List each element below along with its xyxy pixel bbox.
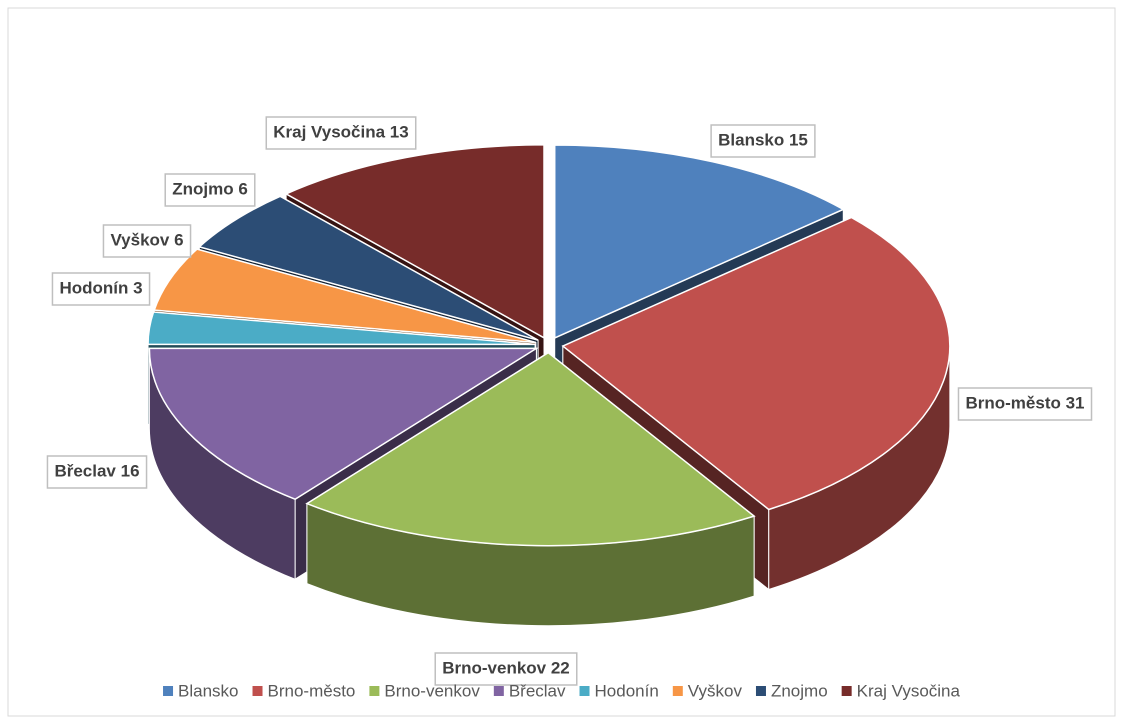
label-box bbox=[434, 652, 578, 686]
label-box bbox=[164, 173, 256, 207]
pie-slice bbox=[147, 311, 536, 346]
legend-label: Brno-město bbox=[268, 681, 356, 700]
pie-slice bbox=[197, 195, 539, 341]
label-box bbox=[46, 455, 148, 489]
legend-label: Blansko bbox=[178, 681, 238, 700]
slice-tops bbox=[147, 144, 951, 547]
data-label: Vyškov 6 bbox=[102, 224, 192, 258]
legend-label: Vyškov bbox=[688, 681, 743, 700]
label-box bbox=[265, 116, 417, 150]
label-text: Znojmo 6 bbox=[172, 179, 248, 198]
pie-slice bbox=[553, 144, 845, 340]
data-label: Břeclav 16 bbox=[46, 455, 148, 489]
label-text: Blansko 15 bbox=[718, 130, 808, 149]
data-label: Brno-venkov 22 bbox=[434, 652, 578, 686]
legend-label: Břeclav bbox=[509, 681, 566, 700]
legend-label: Hodonín bbox=[595, 681, 659, 700]
legend-swatch bbox=[252, 686, 263, 696]
pie-slice bbox=[561, 216, 951, 511]
legend-swatch bbox=[672, 686, 683, 696]
label-text: Vyškov 6 bbox=[110, 230, 183, 249]
label-box bbox=[710, 124, 816, 158]
pie-slice bbox=[305, 351, 756, 547]
legend: Blansko Brno-město Brno-venkov Břeclav Hodon… bbox=[163, 681, 961, 700]
pie-slice bbox=[284, 144, 545, 340]
data-label: Brno-město 31 bbox=[957, 387, 1093, 421]
label-text: Kraj Vysočina 13 bbox=[273, 122, 408, 141]
legend-label: Brno-venkov bbox=[384, 681, 480, 700]
data-label: Blansko 15 bbox=[710, 124, 816, 158]
data-label: Hodonín 3 bbox=[51, 272, 151, 306]
legend-swatch bbox=[841, 686, 852, 696]
label-text: Brno-město 31 bbox=[965, 393, 1084, 412]
legend-label: Kraj Vysočina bbox=[857, 681, 961, 700]
legend-swatch bbox=[163, 686, 174, 696]
pie-slice bbox=[148, 347, 539, 501]
label-text: Břeclav 16 bbox=[54, 461, 139, 480]
data-label: Kraj Vysočina 13 bbox=[265, 116, 417, 150]
data-label: Znojmo 6 bbox=[164, 173, 256, 207]
legend-swatch bbox=[493, 686, 504, 696]
label-text: Hodonín 3 bbox=[59, 278, 142, 297]
label-box bbox=[102, 224, 192, 258]
legend-label: Znojmo bbox=[771, 681, 828, 700]
label-box bbox=[51, 272, 151, 306]
label-box bbox=[957, 387, 1093, 421]
legend-swatch bbox=[755, 686, 766, 696]
pie-slice bbox=[153, 248, 536, 344]
legend-swatch bbox=[579, 686, 590, 696]
legend-swatch bbox=[369, 686, 380, 696]
label-text: Brno-venkov 22 bbox=[442, 658, 570, 677]
data-labels: Blansko 15 Brno-město 31 Brno-venkov 22 Bře… bbox=[46, 116, 1093, 686]
